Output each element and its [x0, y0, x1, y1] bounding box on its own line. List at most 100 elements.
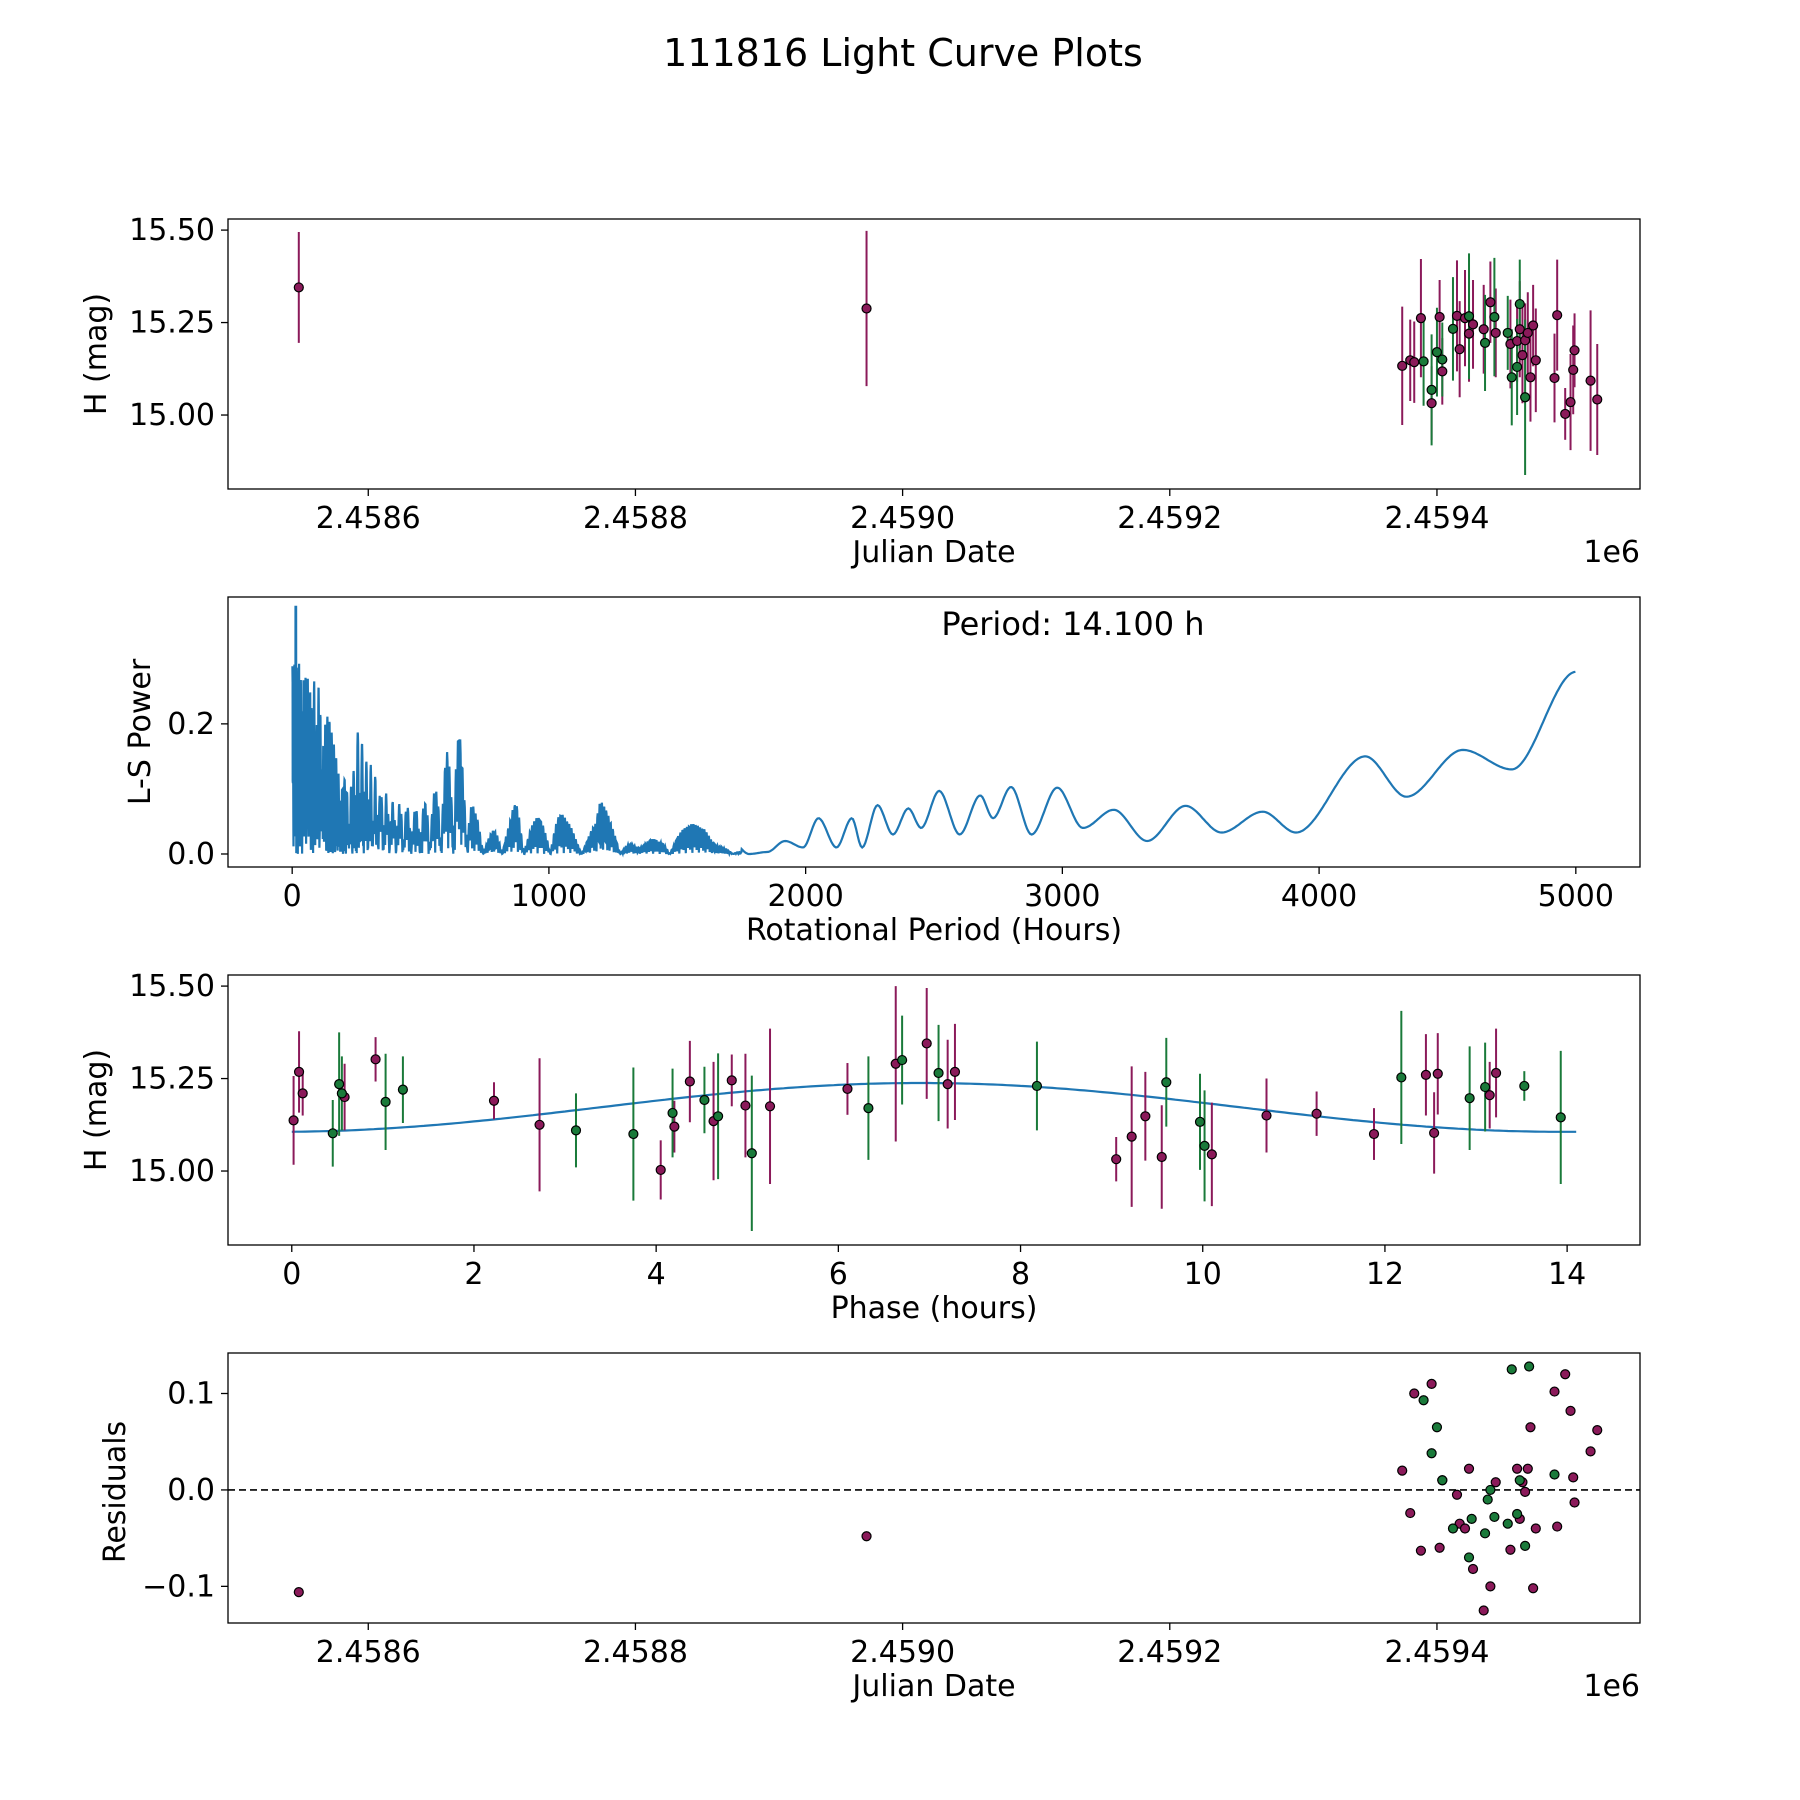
green-data-point: [1447, 323, 1459, 334]
magenta-data-point: [1530, 355, 1541, 366]
y-tick-label: 0.1: [167, 1377, 215, 1412]
periodogram-axes-frame: [227, 596, 1641, 868]
magenta-data-point: [1140, 1111, 1151, 1122]
x-tick-label: 2.4588: [583, 501, 688, 536]
phase-ticks: 0 2 4 6 8 10 12 14 15.00 15.25 15.50: [129, 969, 1586, 1292]
magenta-data-point: [1528, 1583, 1539, 1594]
magenta-data-point: [942, 1079, 953, 1090]
magenta-data-point: [1568, 364, 1579, 376]
magenta-data-point: [764, 1101, 776, 1112]
magenta-data-point: [1569, 345, 1580, 356]
green-data-point: [628, 1128, 639, 1140]
magenta-data-point: [1565, 396, 1576, 408]
green-data-point: [1524, 1361, 1535, 1372]
lightcurve-marks: [293, 230, 1603, 475]
magenta-data-point: [1560, 1369, 1571, 1380]
magenta-data-point: [534, 1119, 545, 1130]
magenta-data-point: [1549, 372, 1560, 384]
green-data-point: [1418, 356, 1429, 367]
magenta-data-point: [1437, 366, 1448, 377]
magenta-data-point: [1552, 1521, 1563, 1532]
magenta-data-point: [1409, 1388, 1420, 1399]
magenta-data-point: [949, 1066, 961, 1078]
magenta-data-point: [1592, 394, 1603, 405]
green-data-point: [1512, 1508, 1523, 1520]
magenta-data-point: [1485, 297, 1496, 308]
magenta-data-point: [1156, 1151, 1167, 1163]
x-tick-label: 2.4594: [1384, 1635, 1489, 1670]
x-tick-label: 2.4586: [316, 501, 421, 536]
x-tick-label: 3000: [1024, 879, 1100, 914]
magenta-data-point: [1505, 1544, 1516, 1555]
magenta-data-point: [1530, 1523, 1541, 1534]
periodogram-ylabel: L-S Power: [123, 658, 158, 805]
magenta-data-point: [921, 1038, 932, 1049]
magenta-data-point: [1525, 1422, 1536, 1433]
x-tick-label: 2000: [767, 879, 843, 914]
green-data-point: [1479, 337, 1491, 349]
x-tick-label: 10: [1184, 1257, 1222, 1292]
green-data-point: [1502, 327, 1513, 339]
green-data-point: [1520, 1540, 1531, 1551]
magenta-data-point: [1569, 1497, 1580, 1508]
green-data-point: [1437, 354, 1448, 365]
green-data-point: [1431, 347, 1443, 358]
magenta-data-point: [1409, 357, 1420, 368]
x-tick-label: 2.4594: [1384, 501, 1489, 536]
green-data-point: [933, 1067, 944, 1079]
lightcurve-offset-label: 1e6: [1583, 535, 1640, 570]
green-data-point: [380, 1096, 391, 1107]
residuals-xlabel: Julian Date: [850, 1669, 1015, 1704]
green-data-point: [1463, 1552, 1475, 1563]
lightcurve-xlabel: Julian Date: [850, 535, 1015, 570]
magenta-data-point: [1520, 1486, 1531, 1497]
magenta-data-point: [1426, 1378, 1437, 1389]
periodogram-xlabel: Rotational Period (Hours): [746, 913, 1122, 948]
magenta-data-point: [1405, 1507, 1416, 1519]
magenta-data-point: [1261, 1110, 1272, 1121]
magenta-data-point: [1522, 1463, 1533, 1474]
green-data-point: [746, 1148, 757, 1159]
green-data-point: [1194, 1116, 1206, 1127]
figure-title: 111816 Light Curve Plots: [663, 31, 1143, 75]
magenta-data-point: [1451, 1489, 1463, 1500]
y-tick-label: 0.0: [167, 1473, 215, 1508]
green-data-point: [334, 1079, 345, 1090]
magenta-data-point: [1528, 320, 1539, 331]
x-tick-label: 2: [464, 1257, 483, 1292]
magenta-data-point: [1517, 350, 1528, 361]
x-tick-label: 0: [283, 879, 302, 914]
green-data-point: [336, 1088, 347, 1099]
y-tick-label: 0.2: [167, 707, 215, 742]
x-tick-label: 1000: [511, 879, 587, 914]
magenta-data-point: [1434, 1542, 1445, 1553]
magenta-data-point: [1585, 1446, 1596, 1457]
magenta-data-point: [1311, 1108, 1322, 1119]
magenta-data-point: [1415, 313, 1427, 324]
x-tick-label: 2.4590: [850, 1635, 955, 1670]
magenta-data-point: [1512, 1463, 1523, 1474]
magenta-data-point: [1454, 344, 1465, 355]
periodogram-panel: 0 1000 2000 3000 4000 5000 0.0 0.2 Period: 14.1…: [123, 596, 1641, 948]
phase-axes-frame: [227, 974, 1641, 1246]
green-data-point: [1485, 1484, 1496, 1496]
green-data-point: [1199, 1140, 1210, 1151]
magenta-data-point: [1485, 1581, 1496, 1592]
magenta-data-point: [726, 1075, 737, 1086]
y-tick-label: −0.1: [142, 1569, 215, 1604]
x-tick-label: 0: [282, 1257, 301, 1292]
green-data-point: [1519, 1080, 1530, 1092]
magenta-data-point: [1565, 1405, 1576, 1416]
magenta-data-point: [1478, 324, 1489, 335]
green-data-point: [1396, 1072, 1407, 1083]
magenta-data-point: [1467, 319, 1479, 330]
phase-xlabel: Phase (hours): [831, 1291, 1038, 1326]
magenta-data-point: [740, 1100, 751, 1111]
green-data-point: [1437, 1475, 1448, 1486]
periodogram-ticks: 0 1000 2000 3000 4000 5000 0.0 0.2: [167, 707, 1614, 914]
x-tick-label: 14: [1548, 1257, 1586, 1292]
x-tick-label: 6: [829, 1257, 848, 1292]
magenta-data-point: [842, 1083, 853, 1095]
green-data-point: [1506, 1364, 1517, 1375]
